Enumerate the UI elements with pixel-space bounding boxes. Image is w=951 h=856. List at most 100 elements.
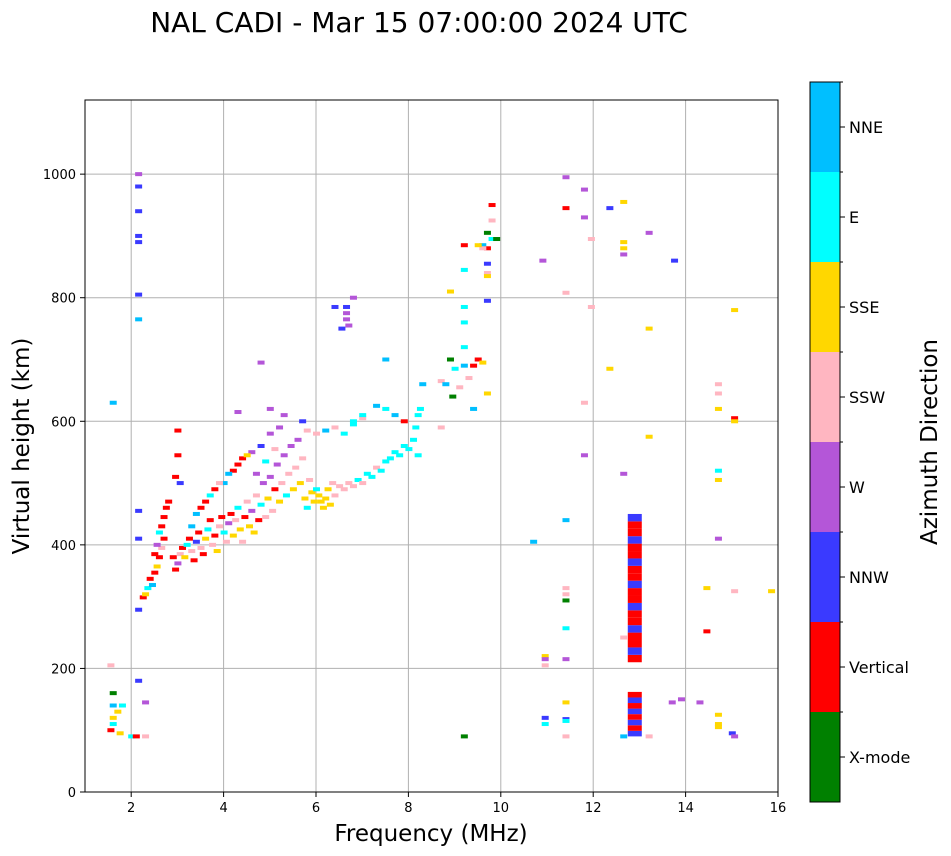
y-tick-label: 1000 xyxy=(43,168,76,183)
data-point xyxy=(114,709,122,714)
data-point xyxy=(109,715,117,720)
data-point xyxy=(731,734,739,739)
data-point xyxy=(645,734,653,739)
data-point xyxy=(107,728,115,733)
data-point xyxy=(172,567,180,572)
data-point xyxy=(144,586,152,591)
data-point xyxy=(442,382,450,387)
data-point xyxy=(349,419,357,424)
data-point xyxy=(280,453,288,458)
x-tick-label: 10 xyxy=(493,801,510,816)
data-point xyxy=(620,240,628,245)
data-point xyxy=(483,271,491,275)
data-point xyxy=(359,416,367,421)
data-point xyxy=(336,484,344,489)
data-point xyxy=(322,428,330,433)
data-point xyxy=(587,304,595,309)
colorbar-swatch xyxy=(810,532,840,622)
data-point xyxy=(373,465,381,470)
data-point xyxy=(541,715,549,720)
data-points xyxy=(107,172,776,739)
vertical-echo-column xyxy=(627,513,642,737)
data-point xyxy=(331,425,339,430)
data-point xyxy=(174,561,182,566)
column-segment xyxy=(627,714,642,720)
data-point xyxy=(714,406,722,411)
grid-lines xyxy=(85,100,779,793)
data-point xyxy=(474,243,482,248)
y-tick-label: 200 xyxy=(51,662,76,677)
data-point xyxy=(306,477,314,482)
data-point xyxy=(229,468,237,473)
column-segment xyxy=(627,602,642,611)
data-point xyxy=(620,734,628,739)
data-point xyxy=(232,518,240,523)
column-segment xyxy=(627,617,642,626)
data-point xyxy=(731,308,739,313)
data-point xyxy=(234,410,242,415)
data-point xyxy=(142,700,150,705)
data-point xyxy=(148,583,156,588)
data-point xyxy=(153,542,161,547)
column-segment xyxy=(627,697,642,704)
data-point xyxy=(696,700,704,705)
y-tick-label: 400 xyxy=(51,539,76,554)
data-point xyxy=(400,444,408,448)
data-point xyxy=(299,419,307,424)
data-point xyxy=(262,515,270,520)
data-point xyxy=(460,243,468,248)
colorbar-swatch xyxy=(810,82,840,172)
data-point xyxy=(211,533,219,538)
data-point xyxy=(118,703,126,708)
data-point xyxy=(562,626,570,631)
column-segment xyxy=(627,708,642,715)
data-point xyxy=(391,413,399,418)
data-point xyxy=(169,555,177,560)
data-point xyxy=(135,233,143,238)
data-point xyxy=(142,592,150,597)
data-point xyxy=(349,422,357,427)
data-point xyxy=(155,555,163,560)
data-point xyxy=(135,172,143,177)
data-point xyxy=(465,376,473,381)
data-point xyxy=(246,524,254,529)
data-point xyxy=(714,712,722,717)
data-point xyxy=(139,595,147,600)
data-point xyxy=(479,246,487,251)
data-point xyxy=(483,261,491,266)
data-point xyxy=(174,453,182,458)
column-segment xyxy=(627,725,642,731)
data-point xyxy=(109,703,117,708)
data-point xyxy=(731,419,739,424)
data-point xyxy=(252,493,260,498)
x-tick-label: 14 xyxy=(677,801,694,816)
data-point xyxy=(146,576,154,581)
column-segment xyxy=(627,573,642,581)
data-point xyxy=(292,465,300,470)
data-point xyxy=(541,657,549,662)
data-point xyxy=(160,515,168,520)
data-point xyxy=(562,700,570,705)
data-point xyxy=(248,508,256,513)
data-point xyxy=(257,502,265,507)
data-point xyxy=(359,481,367,486)
plot-frame xyxy=(84,99,779,793)
data-point xyxy=(264,496,272,501)
data-point xyxy=(703,629,711,634)
data-point xyxy=(109,400,117,405)
data-point xyxy=(460,267,468,272)
data-point xyxy=(204,527,212,532)
data-point xyxy=(259,481,267,486)
data-point xyxy=(135,678,143,683)
data-point xyxy=(215,481,223,486)
data-point xyxy=(185,536,193,541)
data-point xyxy=(483,246,491,251)
data-point xyxy=(234,462,242,467)
data-point xyxy=(530,539,538,544)
column-segment xyxy=(627,513,642,522)
y-axis-ticks: 0 200 400 600 800 1000 xyxy=(43,168,85,801)
data-point xyxy=(714,391,722,396)
data-point xyxy=(239,456,247,461)
data-point xyxy=(714,722,722,727)
data-point xyxy=(460,320,468,325)
